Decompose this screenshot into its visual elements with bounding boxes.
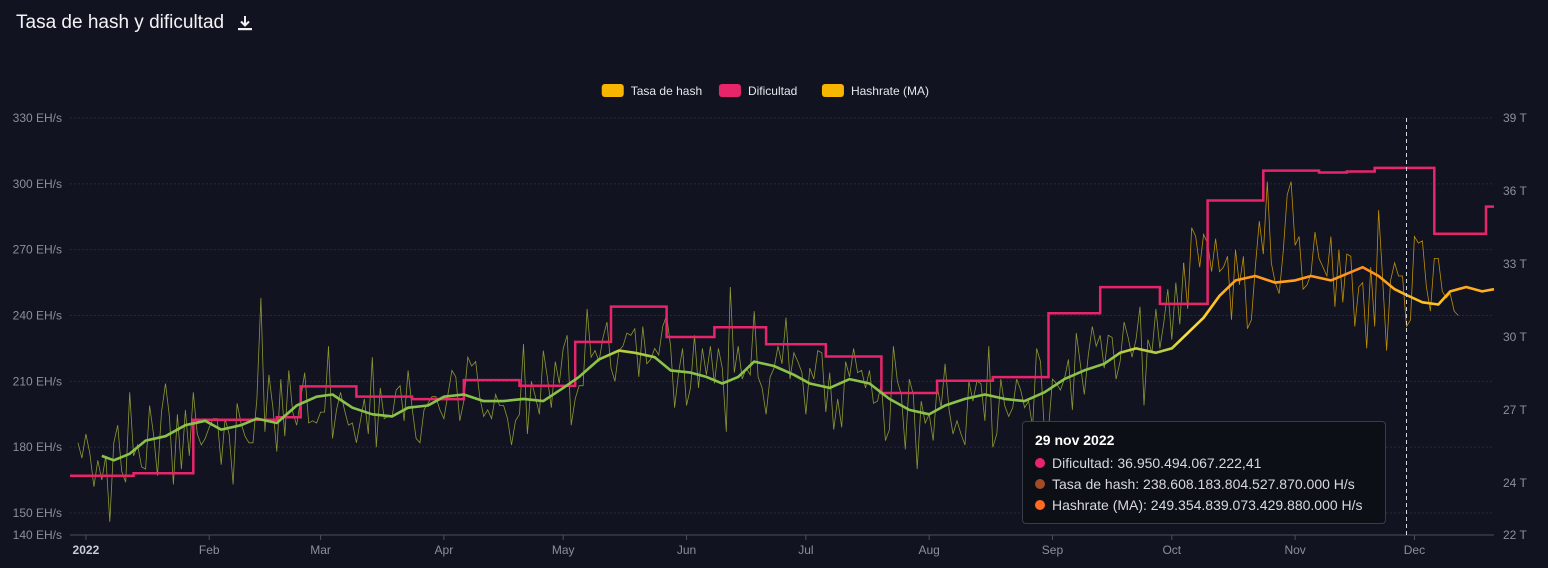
y-right-tick-label: 27 T xyxy=(1503,403,1527,417)
hashrate-ma-dot-icon xyxy=(1035,499,1045,510)
hashrate-ma-line xyxy=(101,265,1495,462)
tooltip-hashrate-value: Tasa de hash: 238.608.183.804.527.870.00… xyxy=(1052,475,1355,492)
legend-label: Tasa de hash xyxy=(631,84,702,98)
x-tick-label: May xyxy=(552,543,575,557)
y-left-tick-label: 300 EH/s xyxy=(13,177,62,191)
difficulty-line xyxy=(70,166,1494,477)
chart-tooltip: 29 nov 2022 Dificultad: 36.950.494.067.2… xyxy=(1022,421,1386,524)
tooltip-row-hashrate-ma: Hashrate (MA): 249.354.839.073.429.880.0… xyxy=(1035,494,1373,515)
y-left-tick-label: 210 EH/s xyxy=(13,374,62,388)
y-right-tick-label: 22 T xyxy=(1503,528,1527,542)
tooltip-row-hashrate: Tasa de hash: 238.608.183.804.527.870.00… xyxy=(1035,473,1373,494)
x-tick-label: Oct xyxy=(1162,543,1181,557)
legend-swatch xyxy=(718,84,741,97)
download-icon[interactable] xyxy=(236,14,254,32)
x-tick-label: Aug xyxy=(918,543,939,557)
x-tick-label: Dec xyxy=(1404,543,1425,557)
chart-title: Tasa de hash y dificultad xyxy=(16,12,225,33)
grid-lines xyxy=(70,117,1494,514)
y-left-tick-label: 270 EH/s xyxy=(13,243,62,257)
legend-swatch xyxy=(821,84,844,97)
hashrate-raw-line-high xyxy=(1183,181,1459,351)
chart-legend: Tasa de hash Dificultad Hashrate (MA) xyxy=(601,84,929,98)
x-tick-label: Jun xyxy=(677,543,696,557)
y-right-tick-label: 39 T xyxy=(1503,111,1527,125)
x-tick-label: Nov xyxy=(1284,543,1305,557)
chart-series xyxy=(70,118,1495,535)
y-right-tick-label: 24 T xyxy=(1503,476,1527,490)
y-right-tick-label: 36 T xyxy=(1503,184,1527,198)
x-tick-label: Sep xyxy=(1042,543,1064,557)
hashrate-raw-line xyxy=(77,262,1185,522)
x-tick-label: Feb xyxy=(199,543,220,557)
legend-label: Dificultad xyxy=(748,84,797,98)
legend-swatch xyxy=(601,84,624,97)
difficulty-dot-icon xyxy=(1035,457,1045,468)
hashrate-dot-icon xyxy=(1035,478,1045,489)
tooltip-row-difficulty: Dificultad: 36.950.494.067.222,41 xyxy=(1035,452,1373,473)
y-left-tick-label: 140 EH/s xyxy=(13,528,62,542)
y-left-tick-label: 180 EH/s xyxy=(13,440,62,454)
y-left-tick-label: 330 EH/s xyxy=(13,111,62,125)
legend-label: Hashrate (MA) xyxy=(851,84,929,98)
y-left-tick-label: 150 EH/s xyxy=(13,506,62,520)
x-tick-label: Apr xyxy=(435,543,454,557)
tooltip-difficulty-value: Dificultad: 36.950.494.067.222,41 xyxy=(1052,454,1262,471)
x-tick-label: Jul xyxy=(798,543,813,557)
x-tick-label: Mar xyxy=(310,543,331,557)
x-tick-label: 2022 xyxy=(73,543,100,557)
y-right-tick-label: 33 T xyxy=(1503,257,1527,271)
chart-header: Tasa de hash y dificultad xyxy=(16,12,254,34)
axes: 140 EH/s 150 EH/s 180 EH/s 210 EH/s 240 EH/s… xyxy=(13,111,1528,557)
tooltip-date: 29 nov 2022 xyxy=(1035,432,1115,448)
y-left-tick-label: 240 EH/s xyxy=(13,309,62,323)
y-right-tick-label: 30 T xyxy=(1503,330,1527,344)
tooltip-hashrate-ma-value: Hashrate (MA): 249.354.839.073.429.880.0… xyxy=(1052,496,1363,513)
